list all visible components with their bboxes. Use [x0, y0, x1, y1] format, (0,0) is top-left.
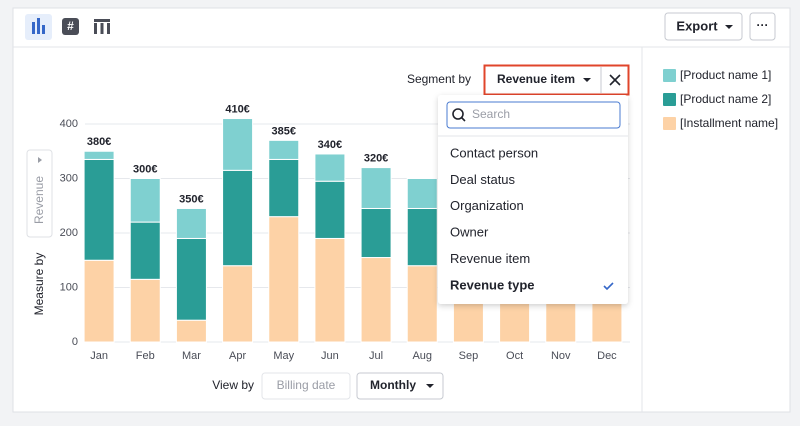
- x-tick-label: Apr: [229, 350, 246, 362]
- bar-segment: [175, 237, 207, 321]
- view-by-label: View by: [212, 378, 254, 392]
- legend-swatch: [663, 117, 676, 130]
- bar-segment: [268, 158, 300, 218]
- legend-swatch: [663, 69, 676, 82]
- bar-segment: [175, 319, 207, 343]
- bar-segment: [83, 158, 115, 261]
- x-tick-label: Oct: [506, 350, 523, 362]
- panel: [12, 7, 791, 413]
- measure-value: Revenue: [32, 176, 46, 224]
- x-tick-label: Nov: [551, 350, 571, 362]
- number-icon[interactable]: #: [62, 18, 79, 35]
- dropdown-option[interactable]: Contact person: [450, 145, 538, 160]
- x-tick-label: Sep: [459, 350, 479, 362]
- segment-by-label: Segment by: [407, 72, 471, 86]
- x-tick-label: Mar: [182, 350, 201, 362]
- view-option[interactable]: Billing date: [261, 372, 351, 400]
- x-tick-label: Aug: [412, 350, 432, 362]
- dropdown-option[interactable]: Deal status: [450, 172, 516, 187]
- bar-segment: [129, 278, 161, 343]
- total-label: 300€: [133, 163, 157, 175]
- bar-segment: [268, 139, 300, 160]
- view-option[interactable]: Monthly: [356, 372, 444, 400]
- legend: [Product name 1] [Product name 2] [Install…: [663, 68, 778, 130]
- bar-segment: [175, 207, 207, 239]
- total-label: 380€: [87, 136, 111, 148]
- y-tick-label: 100: [60, 281, 78, 293]
- bar-segment: [360, 207, 392, 259]
- legend-label: [Installment name]: [680, 116, 778, 130]
- bar-segment: [222, 265, 254, 343]
- y-tick-label: 0: [72, 336, 78, 348]
- segment-value: Revenue item: [497, 72, 575, 86]
- dropdown-panel: [438, 95, 628, 304]
- svg-text:#: #: [67, 19, 74, 33]
- total-label: 385€: [272, 125, 296, 137]
- x-tick-label: Jun: [321, 350, 339, 362]
- measure-by-label: Measure by: [32, 253, 46, 316]
- more-button[interactable]: ···: [749, 12, 776, 41]
- x-tick-label: Dec: [597, 350, 617, 362]
- total-label: 320€: [364, 153, 388, 165]
- bar-segment: [83, 259, 115, 343]
- total-label: 350€: [179, 193, 203, 205]
- bar-segment: [360, 167, 392, 209]
- bar-segment: [406, 265, 438, 343]
- bar-segment: [360, 257, 392, 343]
- dropdown-option[interactable]: Revenue item: [450, 251, 530, 266]
- dropdown-option[interactable]: Organization: [450, 198, 524, 213]
- view-option-label: Billing date: [277, 378, 336, 392]
- segment-select[interactable]: Revenue item: [497, 67, 602, 93]
- clear-button[interactable]: [609, 74, 621, 86]
- legend-label: [Product name 2]: [680, 92, 771, 106]
- bar-segment: [314, 180, 346, 239]
- bar-segment: [268, 216, 300, 343]
- x-tick-label: Jul: [369, 350, 383, 362]
- bar-segment: [83, 150, 115, 160]
- y-tick-label: 300: [60, 172, 78, 184]
- export-button[interactable]: Export: [664, 12, 743, 41]
- total-label: 340€: [318, 139, 342, 151]
- legend-label: [Product name 1]: [680, 68, 771, 82]
- chart-icon[interactable]: [25, 14, 52, 40]
- bar-segment: [222, 118, 254, 171]
- bar-segment: [314, 153, 346, 182]
- segment-highlight: [483, 64, 630, 96]
- bar-segment: [406, 207, 438, 267]
- y-tick-label: 400: [60, 118, 78, 130]
- check-icon: [603, 282, 614, 291]
- measure-select[interactable]: Revenue: [26, 149, 53, 238]
- view-option-label: Monthly: [370, 378, 416, 392]
- bar-segment: [406, 178, 438, 209]
- search-box[interactable]: Search: [446, 101, 621, 129]
- more-label: ···: [757, 18, 769, 32]
- bar-segment: [314, 237, 346, 343]
- bar-segment: [129, 178, 161, 223]
- y-tick-label: 200: [60, 227, 78, 239]
- dropdown-option[interactable]: Owner: [450, 225, 489, 240]
- table-icon[interactable]: [94, 19, 110, 34]
- export-label: Export: [676, 18, 718, 33]
- search-placeholder: Search: [472, 107, 510, 121]
- legend-swatch: [663, 93, 676, 106]
- x-tick-label: Feb: [136, 350, 155, 362]
- bar-segment: [222, 169, 254, 267]
- dropdown-option[interactable]: Revenue type: [450, 277, 535, 292]
- x-tick-label: Jan: [90, 350, 108, 362]
- bar-segment: [129, 221, 161, 280]
- total-label: 410€: [225, 103, 249, 115]
- dropdown-menu: Search Contact person Deal status Organiza…: [438, 95, 628, 304]
- x-tick-label: May: [273, 350, 294, 362]
